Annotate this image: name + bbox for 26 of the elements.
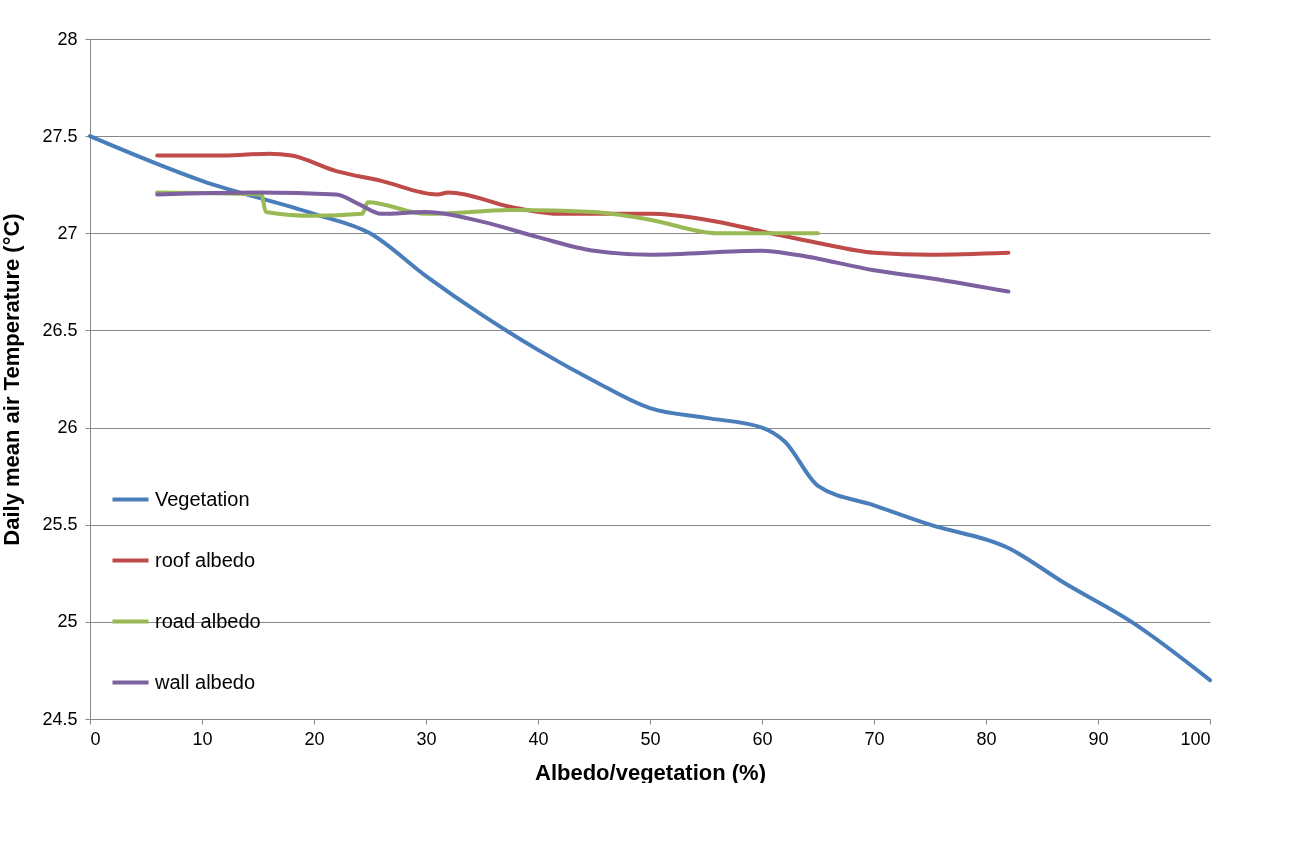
x-tick-label: 90 bbox=[1088, 728, 1109, 749]
x-tick-label: 70 bbox=[864, 728, 885, 749]
legend-label: roof albedo bbox=[155, 548, 256, 571]
line-series bbox=[155, 151, 1011, 257]
legend-label: wall albedo bbox=[154, 670, 256, 693]
line-series bbox=[155, 190, 1011, 294]
y-tick-label: 27 bbox=[57, 222, 78, 243]
y-tick-label: 25 bbox=[57, 611, 78, 632]
x-tick-label: 10 bbox=[192, 728, 213, 749]
y-tick-label: 24.5 bbox=[42, 708, 78, 729]
x-tick-label: 0 bbox=[90, 728, 101, 749]
legend-label: road albedo bbox=[155, 609, 261, 632]
y-tick-label: 27.5 bbox=[42, 125, 78, 146]
x-tick-label: 60 bbox=[752, 728, 773, 749]
y-tick-label: 28 bbox=[57, 28, 78, 49]
x-tick-label: 30 bbox=[416, 728, 437, 749]
x-tick-label: 40 bbox=[528, 728, 549, 749]
x-tick-label: 100 bbox=[1180, 728, 1211, 749]
legend-label: Vegetation bbox=[155, 487, 250, 510]
y-tick-label: 26.5 bbox=[42, 319, 78, 340]
y-tick-label: 26 bbox=[57, 417, 78, 438]
x-tick-label: 80 bbox=[976, 728, 997, 749]
x-tick-label: 50 bbox=[640, 728, 661, 749]
x-tick-label: 20 bbox=[304, 728, 325, 749]
y-tick-label: 25.5 bbox=[42, 514, 78, 535]
y-axis-title: Daily mean air Temperature (°C) bbox=[0, 213, 25, 546]
